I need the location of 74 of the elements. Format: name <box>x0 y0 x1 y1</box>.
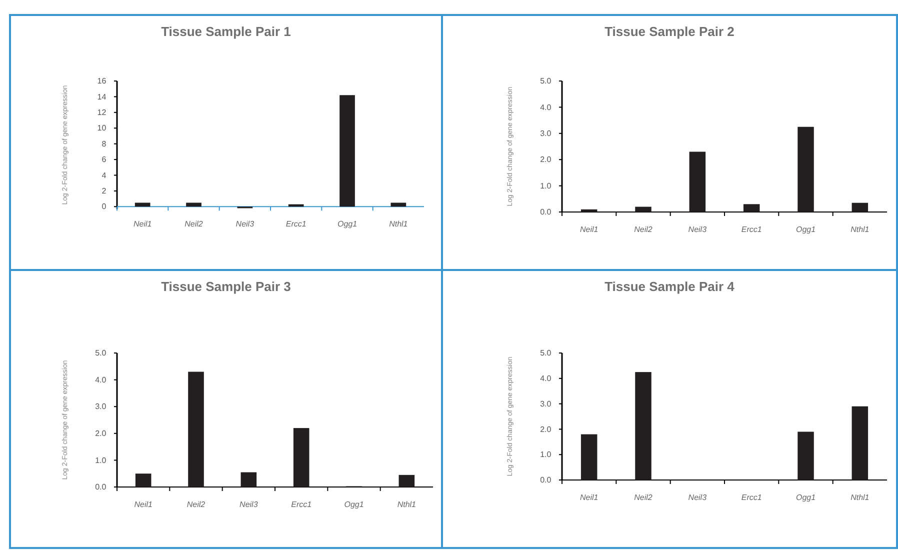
bar <box>798 432 814 480</box>
y-tick-label: 5.0 <box>540 348 552 358</box>
bar <box>635 372 652 480</box>
y-tick-label: 16 <box>97 76 107 86</box>
y-tick-label: 14 <box>97 92 107 102</box>
bar <box>293 428 310 487</box>
y-tick-label: 3.0 <box>540 128 552 138</box>
y-tick-label: 4.0 <box>540 374 552 383</box>
bar <box>398 474 415 487</box>
x-tick-label: Neil1 <box>580 492 598 502</box>
y-tick-label: 5.0 <box>95 348 107 358</box>
x-tick-label: Ogg1 <box>796 224 816 234</box>
x-tick-label: Nthl1 <box>850 492 870 502</box>
bar <box>852 406 868 480</box>
y-tick-label: 0.0 <box>95 482 107 492</box>
x-tick-label: Ercc1 <box>286 219 306 228</box>
y-tick-label: 0.0 <box>540 208 552 217</box>
bar <box>390 202 406 207</box>
bar <box>743 204 760 212</box>
x-tick-label: Neil1 <box>580 224 598 234</box>
x-tick-label: Nthl1 <box>850 224 870 234</box>
x-tick-label: Ercc1 <box>741 224 762 234</box>
bar <box>134 202 150 207</box>
y-tick-label: 2.0 <box>540 424 552 434</box>
bar <box>798 126 814 212</box>
x-tick-label: Neil3 <box>236 219 255 228</box>
x-tick-label: Nthl1 <box>389 219 408 228</box>
chart-title: Tissue Sample Pair 4 <box>604 279 736 294</box>
y-tick-label: 0 <box>102 202 107 212</box>
x-tick-label: Neil2 <box>186 500 206 509</box>
x-tick-label: Neil3 <box>240 500 258 509</box>
x-tick-label: Neil3 <box>688 224 708 234</box>
bar <box>188 372 204 487</box>
y-tick-label: 1.0 <box>95 456 107 465</box>
y-tick-label: 10 <box>97 124 107 133</box>
bar <box>635 206 652 212</box>
y-tick-label: 1.0 <box>540 450 552 460</box>
x-tick-label: Neil1 <box>134 500 152 509</box>
y-tick-label: 2 <box>102 186 107 196</box>
bar <box>186 202 202 207</box>
x-tick-label: Neil2 <box>184 219 204 228</box>
bar <box>580 434 598 480</box>
x-tick-label: Ogg1 <box>337 219 358 228</box>
y-tick-label: 8 <box>102 139 107 148</box>
x-tick-label: Ogg1 <box>344 500 364 509</box>
y-tick-label: 6 <box>102 155 107 164</box>
y-tick-label: 3.0 <box>540 399 552 408</box>
chart-title: Tissue Sample Pair 2 <box>604 24 734 39</box>
x-tick-label: Ercc1 <box>741 492 762 502</box>
bar <box>580 209 598 212</box>
y-tick-label: 12 <box>97 108 107 117</box>
bar <box>689 152 706 212</box>
x-tick-label: Neil2 <box>634 492 653 502</box>
x-tick-label: Neil1 <box>133 219 152 228</box>
y-tick-label: 5.0 <box>540 76 552 86</box>
x-tick-label: Neil2 <box>634 224 653 234</box>
x-tick-label: Ercc1 <box>291 500 312 509</box>
x-tick-label: Neil3 <box>688 492 708 502</box>
bar <box>340 95 355 207</box>
y-tick-label: 2.0 <box>95 428 107 438</box>
y-tick-label: 2.0 <box>540 155 552 164</box>
bar <box>135 474 152 487</box>
x-tick-label: Ogg1 <box>796 492 816 502</box>
y-tick-label: 0.0 <box>540 476 552 485</box>
y-tick-label: 4.0 <box>95 375 107 384</box>
y-tick-label: 4 <box>102 170 107 180</box>
bar <box>240 472 257 487</box>
bar <box>852 202 868 212</box>
y-tick-label: 3.0 <box>95 402 107 412</box>
chart-title: Tissue Sample Pair 3 <box>161 279 291 294</box>
y-tick-label: 4.0 <box>540 102 552 112</box>
y-tick-label: 1.0 <box>540 181 552 190</box>
x-tick-label: Nthl1 <box>397 500 416 509</box>
chart-title: Tissue Sample Pair 1 <box>161 24 291 39</box>
